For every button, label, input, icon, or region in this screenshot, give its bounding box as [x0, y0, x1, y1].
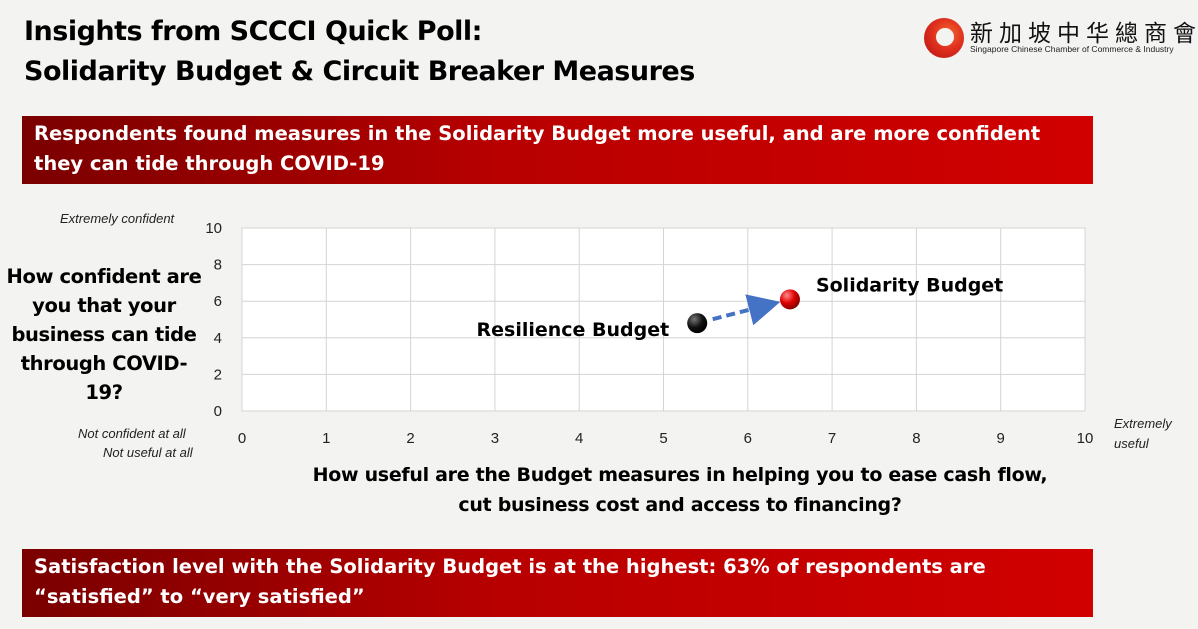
x-tick-label: 6	[744, 430, 752, 447]
y-axis-label: How confident are you that your business…	[6, 265, 202, 404]
y-tick-label: 0	[214, 403, 222, 420]
x-axis-right-annotation-2: useful	[1114, 436, 1149, 451]
logo-english-name: Singapore Chinese Chamber of Commerce & …	[970, 44, 1174, 54]
y-tick-label: 6	[214, 293, 222, 310]
y-tick-label: 10	[205, 220, 222, 237]
x-tick-label: 3	[491, 430, 499, 447]
title-line-2: Solidarity Budget & Circuit Breaker Meas…	[24, 56, 695, 87]
data-point-resilience-budget	[687, 313, 708, 334]
y-axis-top-annotation: Extremely confident	[60, 211, 175, 226]
y-tick-label: 2	[214, 366, 222, 383]
x-tick-label: 5	[659, 430, 667, 447]
trend-arrow	[712, 294, 781, 326]
data-point-solidarity-budget	[779, 289, 800, 310]
x-tick-label: 1	[322, 430, 330, 447]
x-axis-left-annotation: Not useful at all	[103, 445, 193, 460]
sccci-logo: 新加坡中华總商會 Singapore Chinese Chamber of Co…	[924, 14, 1196, 62]
x-tick-label: 9	[997, 430, 1005, 447]
x-tick-label: 10	[1077, 430, 1094, 447]
x-tick-label: 8	[912, 430, 920, 447]
sccci-emblem-icon	[924, 18, 964, 58]
point-label: Solidarity Budget	[816, 274, 1003, 296]
title-line-1: Insights from SCCCI Quick Poll:	[24, 16, 482, 47]
logo-chinese-name: 新加坡中华總商會	[970, 21, 1198, 47]
y-tick-label: 8	[214, 257, 222, 274]
bottom-banner: Satisfaction level with the Solidarity B…	[22, 549, 1093, 617]
x-tick-label: 0	[238, 430, 246, 447]
x-tick-label: 2	[406, 430, 414, 447]
x-axis-label: How useful are the Budget measures in he…	[312, 464, 1048, 516]
point-label: Resilience Budget	[477, 319, 670, 341]
y-tick-label: 4	[214, 330, 222, 347]
x-tick-label: 7	[828, 430, 836, 447]
top-banner: Respondents found measures in the Solida…	[22, 116, 1093, 184]
x-tick-label: 4	[575, 430, 583, 447]
y-axis-bottom-annotation: Not confident at all	[78, 426, 186, 441]
page-title: Insights from SCCCI Quick Poll: Solidari…	[24, 12, 695, 92]
x-axis-right-annotation-1: Extremely	[1114, 416, 1172, 431]
